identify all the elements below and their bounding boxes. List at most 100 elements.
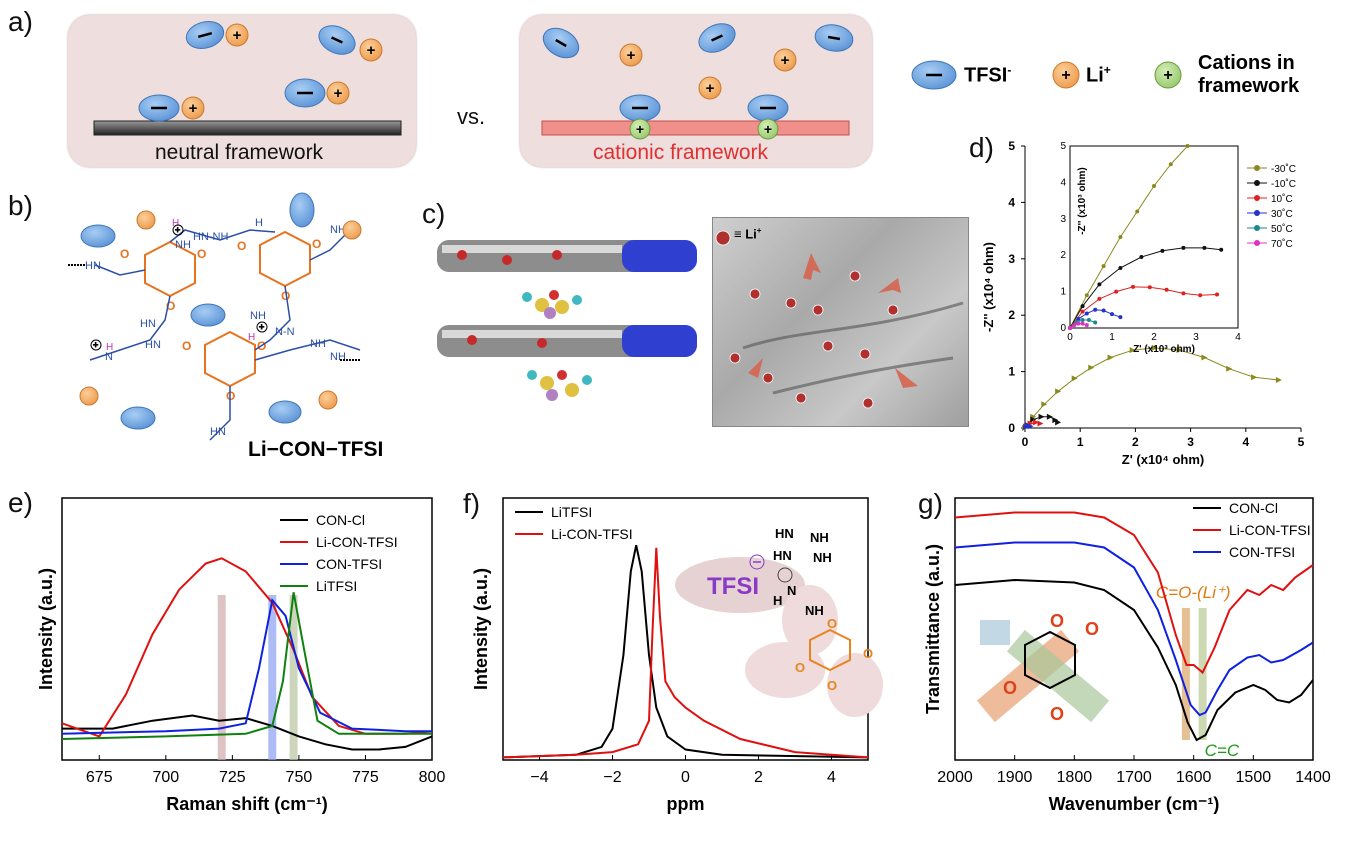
quinone-ring <box>809 628 851 672</box>
svg-text:+: + <box>233 27 242 44</box>
inset-data-point <box>1101 308 1106 313</box>
x-tick-label: −4 <box>530 769 548 786</box>
legend-tfsi-label: TFSI- <box>964 63 1012 87</box>
legend-label: CON-Cl <box>316 512 365 528</box>
blob <box>782 585 838 655</box>
li-ion: + <box>359 38 383 62</box>
svg-text:H: H <box>248 332 255 343</box>
x-tick-label: 0 <box>681 769 690 786</box>
data-point <box>1037 420 1044 427</box>
inset-data-point <box>1202 245 1207 250</box>
panel-label-e: e) <box>8 487 33 518</box>
framework-layer-top <box>437 240 697 272</box>
plus-charge-icon <box>777 567 793 583</box>
legend-label: 50˚C <box>1271 223 1293 235</box>
series-line <box>954 578 1314 742</box>
panel-label-c: c) <box>422 198 446 229</box>
cationic-framework-bar <box>541 120 850 136</box>
svg-text:O: O <box>197 247 206 261</box>
y-tick-label: 5 <box>1008 139 1015 153</box>
structure-atom: O <box>795 660 805 675</box>
data-point <box>1027 423 1034 430</box>
inset-data-point <box>1185 144 1190 148</box>
cationic-framework-label: cationic framework <box>593 141 769 164</box>
x-tick-label: 4 <box>827 769 836 786</box>
inset-data-point <box>1114 289 1119 294</box>
legend-marker <box>1254 195 1260 201</box>
structure-atom: NH <box>813 550 832 565</box>
series-line <box>954 511 1314 675</box>
inset-y-tick-label: 2 <box>1060 250 1066 261</box>
li-ion: + <box>773 48 797 72</box>
inset-data-point <box>1097 296 1102 301</box>
data-point <box>1038 413 1045 420</box>
chart-f: −4 −2 0 2 4 ppm Intensity (a.u.) TFSI HN HN NH NH NH… <box>471 497 883 814</box>
series-line <box>502 544 869 759</box>
inset-data-point <box>1076 321 1081 326</box>
svg-text:+: + <box>636 121 644 137</box>
data-point <box>1129 347 1136 354</box>
inset-data-point <box>1086 317 1091 322</box>
inset-y-axis-label: -Z'' (x10³ ohm) <box>1077 167 1088 235</box>
inset-data-point <box>1215 292 1219 297</box>
inset-data-point <box>1168 162 1173 167</box>
inset-data-point <box>1131 284 1135 289</box>
legend-label: 30˚C <box>1271 208 1293 220</box>
inset-data-point <box>1118 315 1123 320</box>
svg-text:O: O <box>182 339 191 353</box>
svg-text:+: + <box>1061 67 1070 84</box>
data-point <box>1226 365 1233 372</box>
panel-label-b: b) <box>8 190 33 221</box>
inset-data-point <box>1152 184 1156 189</box>
li-ion: + <box>181 96 205 120</box>
legend-marker <box>1254 180 1260 186</box>
svg-text:O: O <box>312 237 321 251</box>
x-tick-label: 4 <box>1242 435 1249 449</box>
svg-text:NH: NH <box>330 351 346 363</box>
inset-data-point <box>1139 255 1144 260</box>
inset-data-point <box>1164 287 1169 292</box>
x-tick-label: 700 <box>152 769 179 786</box>
panel-a-diagram: + + + + + + + + + + + <box>93 21 1182 140</box>
legend-cations-label: Cations in framework <box>1198 52 1300 97</box>
svg-text:+: + <box>93 340 98 350</box>
inset-y-tick-label: 5 <box>1060 141 1066 152</box>
legend-label: 70˚C <box>1271 238 1293 250</box>
series-line <box>61 597 432 735</box>
panel-label-g: g) <box>918 488 943 519</box>
x-tick-label: 1400 <box>1295 769 1331 786</box>
x-tick-label: 1800 <box>1057 769 1093 786</box>
inset-x-tick-label: 0 <box>1067 332 1073 343</box>
structure-caption: Li−CON−TFSI <box>248 438 384 461</box>
plot-frame <box>61 497 433 761</box>
x-tick-label: −2 <box>603 769 621 786</box>
svg-text:O: O <box>281 289 290 303</box>
inset-data-point <box>1080 304 1085 309</box>
structure-atom: O <box>1050 704 1064 724</box>
x-tick-label: 725 <box>219 769 246 786</box>
structure-atom: O <box>863 646 873 661</box>
series-line <box>61 592 432 740</box>
legend-label: -10˚C <box>1271 178 1296 190</box>
inset-y-tick-label: 0 <box>1060 323 1066 334</box>
inset-data-point <box>1181 291 1186 296</box>
inset-data-point <box>1101 264 1106 269</box>
svg-text:+: + <box>367 42 376 59</box>
tfsi-ion <box>284 78 326 108</box>
svg-text:+: + <box>1163 67 1172 84</box>
band-label: C=O-(Li⁺) <box>1156 583 1231 602</box>
inset-data-point <box>1135 209 1140 214</box>
minus-charge-icon <box>749 554 765 570</box>
inset-data-point <box>1084 293 1089 298</box>
data-point <box>1251 374 1258 381</box>
panel-label-a: a) <box>8 6 33 37</box>
data-point <box>1033 419 1040 426</box>
ring <box>1024 630 1076 690</box>
x-tick-label: 0 <box>1022 435 1029 449</box>
svg-text:O: O <box>166 299 175 313</box>
inset-y-tick-label: 3 <box>1060 214 1066 225</box>
x-axis-label: Raman shift (cm⁻¹) <box>166 794 328 814</box>
legend-marker <box>1254 165 1260 171</box>
series-line <box>61 557 433 738</box>
